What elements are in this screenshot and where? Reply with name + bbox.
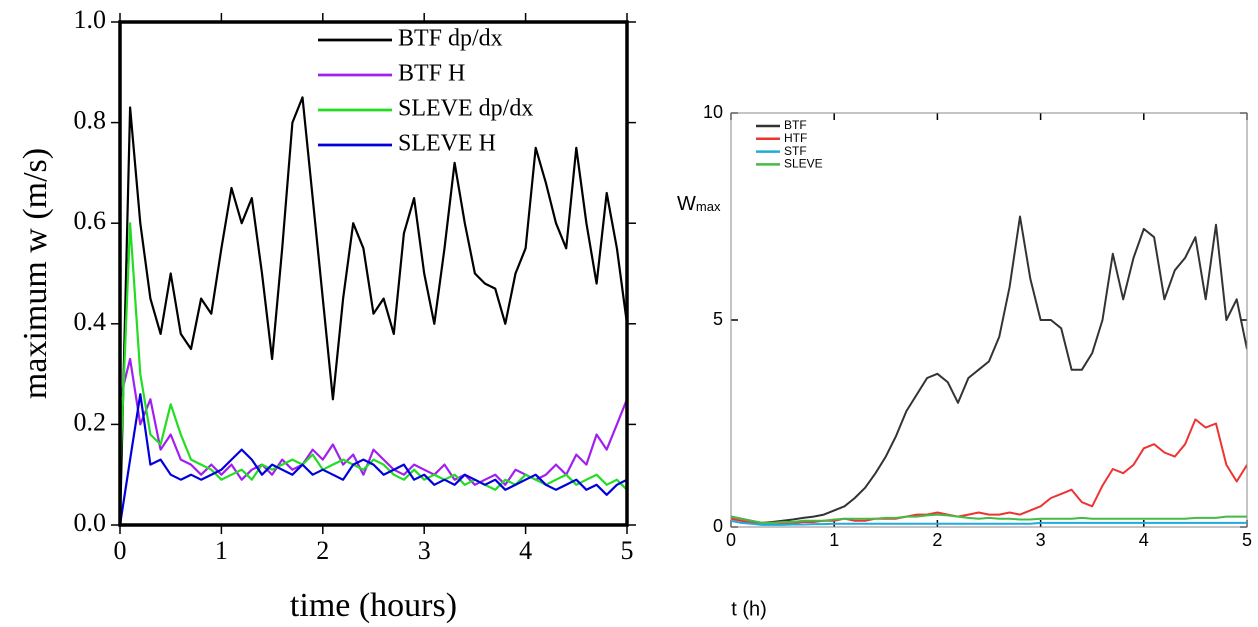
x-tick-label: 5 [621,536,634,565]
plot-frame [730,112,1248,528]
series-line [731,215,1247,524]
plot-frame [118,20,629,527]
x-tick-label: 0 [726,530,736,550]
y-tick-label: 0.8 [74,106,107,135]
legend-label: BTF [784,118,807,132]
legend-label: SLEVE dp/dx [398,96,533,122]
legend-label: SLEVE H [398,131,496,157]
y-tick-label: 0 [713,516,723,536]
x-tick-label: 2 [316,536,329,565]
series-line [120,222,627,491]
y-tick-label: 0.4 [74,307,107,336]
y-axis-label: maximum w (m/s) [17,148,54,399]
y-tick-label: 0.2 [74,407,107,436]
x-tick-label: 5 [1242,530,1252,550]
y-axis-label: Wmax [677,193,721,215]
x-tick-label: 2 [932,530,942,550]
x-tick-label: 0 [114,536,127,565]
y-tick-label: 5 [713,309,723,329]
legend-label: BTF dp/dx [398,26,503,52]
y-axis-label-sub: max [696,199,721,214]
series-line [731,418,1247,524]
x-tick-label: 3 [1036,530,1046,550]
y-tick-label: 0.6 [74,206,107,235]
series-line [731,513,1247,524]
x-tick-label: 3 [418,536,431,565]
series-line [120,393,627,525]
x-axis-label: time (hours) [290,587,457,624]
y-tick-label: 1.0 [74,5,107,34]
series-line [731,519,1247,526]
x-tick-label: 4 [1139,530,1149,550]
y-axis-label-main: W [677,193,696,215]
x-tick-label: 1 [829,530,839,550]
panel: 0.0 0.2 0.4 0.6 0.8 1.0 0 1 2 3 4 5 BTF dp/dx BTF H SL… [17,5,636,624]
x-tick-label: 4 [519,536,532,565]
series-line [120,96,627,525]
legend-label: SLEVE [784,157,823,171]
y-tick-label: 0.0 [74,508,107,537]
legend-label: HTF [784,131,807,145]
y-tick-label: 10 [703,102,723,122]
x-tick-label: 1 [215,536,228,565]
x-axis-label: t (h) [731,598,767,620]
legend-label: STF [784,144,807,158]
legend-label: BTF H [398,61,465,87]
series-line [120,357,627,486]
